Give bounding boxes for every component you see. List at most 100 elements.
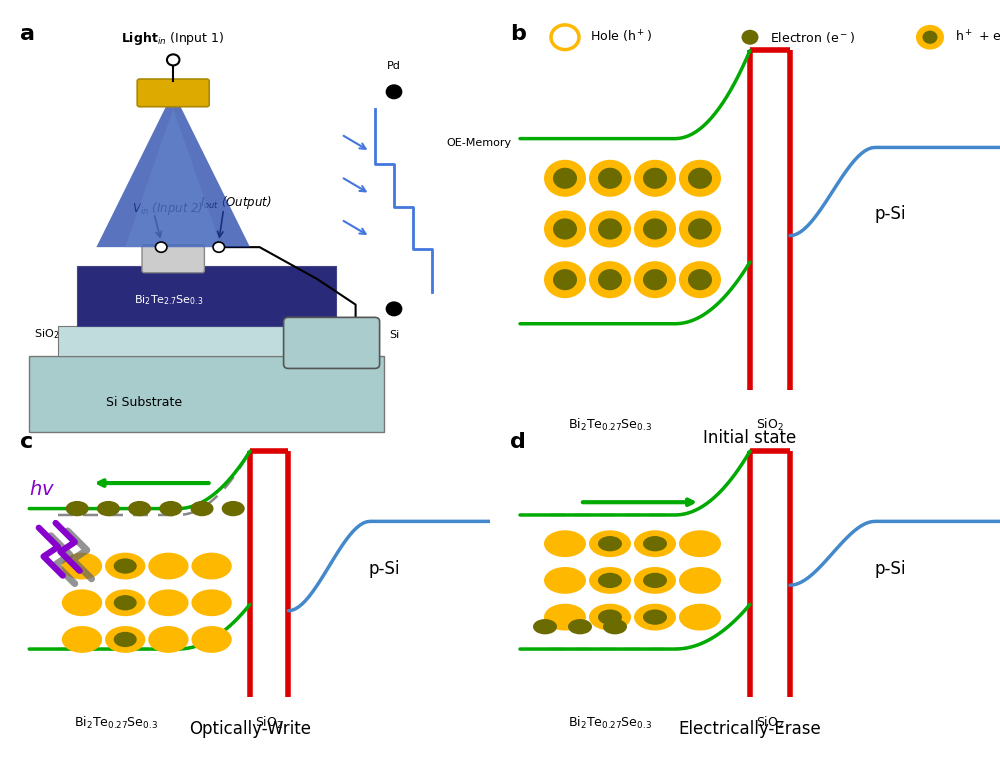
Circle shape xyxy=(916,25,944,49)
Circle shape xyxy=(553,168,577,189)
Circle shape xyxy=(553,218,577,239)
Text: Si: Si xyxy=(389,330,399,340)
Circle shape xyxy=(62,553,102,579)
Circle shape xyxy=(167,55,179,65)
Circle shape xyxy=(128,501,151,516)
Circle shape xyxy=(679,160,721,197)
Text: c: c xyxy=(20,432,33,452)
Text: $\mathit{\mathbf{Light}}_{in}$ (Input 1): $\mathit{\mathbf{Light}}_{in}$ (Input 1) xyxy=(121,30,225,47)
Circle shape xyxy=(386,85,402,99)
FancyBboxPatch shape xyxy=(284,318,380,369)
Circle shape xyxy=(688,269,712,290)
Circle shape xyxy=(643,536,667,551)
Circle shape xyxy=(190,501,214,516)
Polygon shape xyxy=(96,92,250,247)
Circle shape xyxy=(634,261,676,298)
Circle shape xyxy=(155,242,167,252)
Text: Pd: Pd xyxy=(166,254,180,264)
Text: Bi$_2$Te$_{2.7}$Se$_{0.3}$: Bi$_2$Te$_{2.7}$Se$_{0.3}$ xyxy=(134,293,203,307)
Circle shape xyxy=(148,626,189,653)
Text: $V_{in}$ (Input 2): $V_{in}$ (Input 2) xyxy=(132,201,204,217)
Circle shape xyxy=(159,501,182,516)
Circle shape xyxy=(191,553,232,579)
Text: Hole (h$^+$): Hole (h$^+$) xyxy=(590,29,652,46)
Circle shape xyxy=(688,218,712,239)
Circle shape xyxy=(544,603,586,631)
Polygon shape xyxy=(58,326,356,356)
Circle shape xyxy=(643,168,667,189)
Circle shape xyxy=(679,211,721,248)
Circle shape xyxy=(598,536,622,551)
Circle shape xyxy=(679,603,721,631)
Circle shape xyxy=(66,501,89,516)
Circle shape xyxy=(222,501,245,516)
Circle shape xyxy=(643,218,667,239)
Circle shape xyxy=(105,553,145,579)
Circle shape xyxy=(742,30,759,45)
Circle shape xyxy=(589,603,631,631)
Circle shape xyxy=(922,30,938,44)
Text: SiO$_2$: SiO$_2$ xyxy=(34,328,59,341)
Text: SiO$_2$: SiO$_2$ xyxy=(756,714,784,730)
Circle shape xyxy=(589,211,631,248)
Text: Pd: Pd xyxy=(387,61,401,71)
Circle shape xyxy=(598,269,622,290)
Circle shape xyxy=(544,211,586,248)
Polygon shape xyxy=(77,266,336,326)
Circle shape xyxy=(679,567,721,594)
Circle shape xyxy=(634,160,676,197)
Circle shape xyxy=(634,530,676,557)
Text: OE-Memory: OE-Memory xyxy=(447,138,512,148)
Circle shape xyxy=(589,160,631,197)
Circle shape xyxy=(97,501,120,516)
Circle shape xyxy=(598,610,622,625)
Circle shape xyxy=(62,589,102,616)
Text: a: a xyxy=(20,24,35,44)
Circle shape xyxy=(589,530,631,557)
Circle shape xyxy=(589,567,631,594)
Circle shape xyxy=(603,619,627,635)
FancyBboxPatch shape xyxy=(137,79,209,106)
Text: Initial state: Initial state xyxy=(703,429,797,447)
Circle shape xyxy=(114,559,137,574)
Circle shape xyxy=(598,218,622,239)
Circle shape xyxy=(598,168,622,189)
Circle shape xyxy=(191,589,232,616)
Circle shape xyxy=(551,25,579,49)
Text: Bi$_2$Te$_{0.27}$Se$_{0.3}$: Bi$_2$Te$_{0.27}$Se$_{0.3}$ xyxy=(568,714,652,730)
Circle shape xyxy=(386,302,402,315)
Circle shape xyxy=(688,168,712,189)
Circle shape xyxy=(643,610,667,625)
Circle shape xyxy=(634,567,676,594)
Polygon shape xyxy=(29,356,384,432)
Circle shape xyxy=(553,269,577,290)
Circle shape xyxy=(598,573,622,588)
Text: p-Si: p-Si xyxy=(874,560,906,578)
Text: p-Si: p-Si xyxy=(369,560,400,578)
Text: 1 A: 1 A xyxy=(321,335,342,348)
Circle shape xyxy=(643,573,667,588)
Text: p-Si: p-Si xyxy=(874,204,906,223)
Circle shape xyxy=(105,626,145,653)
Text: Si Substrate: Si Substrate xyxy=(106,396,182,409)
Circle shape xyxy=(634,603,676,631)
Text: $I_{out}$ (Output): $I_{out}$ (Output) xyxy=(200,194,272,211)
Circle shape xyxy=(62,626,102,653)
Text: SiO$_2$: SiO$_2$ xyxy=(756,417,784,433)
Text: d: d xyxy=(510,432,526,452)
Circle shape xyxy=(213,242,225,252)
Circle shape xyxy=(105,589,145,616)
Circle shape xyxy=(568,619,592,635)
Text: SiO$_2$: SiO$_2$ xyxy=(255,714,283,730)
Text: h$^+$ + e$^-$: h$^+$ + e$^-$ xyxy=(955,30,1000,45)
Text: Bi$_2$Te$_{0.27}$Se$_{0.3}$: Bi$_2$Te$_{0.27}$Se$_{0.3}$ xyxy=(74,714,158,730)
Circle shape xyxy=(589,261,631,298)
Text: Electrically-Erase: Electrically-Erase xyxy=(679,720,821,739)
Text: $hv$: $hv$ xyxy=(29,480,55,499)
Circle shape xyxy=(533,619,557,635)
Text: Electron (e$^-$): Electron (e$^-$) xyxy=(770,30,855,45)
Polygon shape xyxy=(125,109,221,247)
Text: Bi$_2$Te$_{0.27}$Se$_{0.3}$: Bi$_2$Te$_{0.27}$Se$_{0.3}$ xyxy=(568,417,652,433)
Circle shape xyxy=(544,567,586,594)
Circle shape xyxy=(148,553,189,579)
